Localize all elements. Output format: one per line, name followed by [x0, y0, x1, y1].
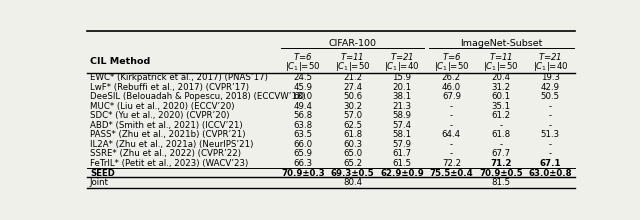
Text: -: -: [548, 102, 552, 111]
Text: 21.3: 21.3: [392, 102, 412, 111]
Text: -: -: [548, 111, 552, 120]
Text: $|C_1|$=40: $|C_1|$=40: [384, 60, 420, 73]
Text: $T$=6: $T$=6: [293, 51, 313, 62]
Text: 63.5: 63.5: [294, 130, 313, 139]
Text: $|C_1|$=50: $|C_1|$=50: [434, 60, 469, 73]
Text: 45.9: 45.9: [294, 83, 312, 92]
Text: 57.0: 57.0: [343, 111, 362, 120]
Text: $T$=11: $T$=11: [489, 51, 513, 62]
Text: 60.1: 60.1: [492, 92, 511, 101]
Text: 65.0: 65.0: [343, 149, 362, 158]
Text: -: -: [499, 121, 502, 130]
Text: EWC* (Kirkpatrick et al., 2017) (PNAS’17): EWC* (Kirkpatrick et al., 2017) (PNAS’17…: [90, 73, 268, 82]
Text: 67.9: 67.9: [442, 92, 461, 101]
Text: 61.8: 61.8: [492, 130, 511, 139]
Text: IL2A* (Zhu et al., 2021a) (NeurIPS’21): IL2A* (Zhu et al., 2021a) (NeurIPS’21): [90, 140, 253, 149]
Text: $|C_1|$=50: $|C_1|$=50: [335, 60, 371, 73]
Text: 30.2: 30.2: [343, 102, 362, 111]
Text: LwF* (Rebuffi et al., 2017) (CVPR’17): LwF* (Rebuffi et al., 2017) (CVPR’17): [90, 83, 249, 92]
Text: 80.4: 80.4: [343, 178, 362, 187]
Text: 70.9±0.5: 70.9±0.5: [479, 169, 523, 178]
Text: 27.4: 27.4: [343, 83, 362, 92]
Text: 64.4: 64.4: [442, 130, 461, 139]
Text: PASS* (Zhu et al., 2021b) (CVPR’21): PASS* (Zhu et al., 2021b) (CVPR’21): [90, 130, 245, 139]
Text: $T$=11: $T$=11: [340, 51, 365, 62]
Text: -: -: [450, 121, 453, 130]
Text: 63.8: 63.8: [294, 121, 313, 130]
Text: -: -: [548, 140, 552, 149]
Text: 62.5: 62.5: [343, 121, 362, 130]
Text: -: -: [450, 102, 453, 111]
Text: 49.4: 49.4: [294, 102, 312, 111]
Text: 70.9±0.3: 70.9±0.3: [281, 169, 325, 178]
Text: 20.1: 20.1: [392, 83, 412, 92]
Text: SSRE* (Zhu et al., 2022) (CVPR’22): SSRE* (Zhu et al., 2022) (CVPR’22): [90, 149, 241, 158]
Text: 72.2: 72.2: [442, 159, 461, 168]
Text: $T$=21: $T$=21: [538, 51, 563, 62]
Text: 67.7: 67.7: [492, 149, 511, 158]
Text: -: -: [450, 140, 453, 149]
Text: 71.2: 71.2: [490, 159, 511, 168]
Text: 46.0: 46.0: [442, 83, 461, 92]
Text: -: -: [450, 149, 453, 158]
Text: 21.2: 21.2: [343, 73, 362, 82]
Text: 61.5: 61.5: [392, 159, 412, 168]
Text: 62.9±0.9: 62.9±0.9: [380, 169, 424, 178]
Text: 66.3: 66.3: [294, 159, 313, 168]
Text: 58.1: 58.1: [392, 130, 412, 139]
Text: -: -: [450, 111, 453, 120]
Text: 15.9: 15.9: [392, 73, 412, 82]
Text: 24.5: 24.5: [294, 73, 313, 82]
Text: 75.5±0.4: 75.5±0.4: [429, 169, 474, 178]
Text: CIFAR-100: CIFAR-100: [328, 39, 376, 48]
Text: 51.3: 51.3: [541, 130, 560, 139]
Text: -: -: [548, 149, 552, 158]
Text: 63.0±0.8: 63.0±0.8: [529, 169, 572, 178]
Text: -: -: [548, 121, 552, 130]
Text: ImageNet-Subset: ImageNet-Subset: [460, 39, 542, 48]
Text: 61.7: 61.7: [392, 149, 412, 158]
Text: 60.0: 60.0: [294, 92, 313, 101]
Text: 67.1: 67.1: [540, 159, 561, 168]
Text: 69.3±0.5: 69.3±0.5: [331, 169, 374, 178]
Text: 66.0: 66.0: [294, 140, 313, 149]
Text: 57.4: 57.4: [392, 121, 412, 130]
Text: 65.2: 65.2: [343, 159, 362, 168]
Text: $|C_1|$=40: $|C_1|$=40: [532, 60, 568, 73]
Text: 65.9: 65.9: [294, 149, 312, 158]
Text: 56.8: 56.8: [294, 111, 313, 120]
Text: $|C_1|$=50: $|C_1|$=50: [483, 60, 518, 73]
Text: FeTrIL* (Petit et al., 2023) (WACV’23): FeTrIL* (Petit et al., 2023) (WACV’23): [90, 159, 248, 168]
Text: DeeSIL (Belouadah & Popescu, 2018) (ECCVW’18): DeeSIL (Belouadah & Popescu, 2018) (ECCV…: [90, 92, 306, 101]
Text: ABD* (Smith et al., 2021) (ICCV’21): ABD* (Smith et al., 2021) (ICCV’21): [90, 121, 243, 130]
Text: 50.6: 50.6: [343, 92, 362, 101]
Text: 38.1: 38.1: [392, 92, 412, 101]
Text: 60.3: 60.3: [343, 140, 362, 149]
Text: $T$=6: $T$=6: [442, 51, 461, 62]
Text: SEED: SEED: [90, 169, 115, 178]
Text: 61.2: 61.2: [492, 111, 511, 120]
Text: $T$=21: $T$=21: [390, 51, 414, 62]
Text: 42.9: 42.9: [541, 83, 560, 92]
Text: 20.4: 20.4: [492, 73, 511, 82]
Text: $|C_1|$=50: $|C_1|$=50: [285, 60, 321, 73]
Text: 61.8: 61.8: [343, 130, 362, 139]
Text: 31.2: 31.2: [492, 83, 511, 92]
Text: -: -: [499, 140, 502, 149]
Text: Joint: Joint: [90, 178, 109, 187]
Text: 26.2: 26.2: [442, 73, 461, 82]
Text: 57.9: 57.9: [392, 140, 412, 149]
Text: CIL Method: CIL Method: [90, 57, 150, 66]
Text: 50.5: 50.5: [541, 92, 560, 101]
Text: 35.1: 35.1: [492, 102, 511, 111]
Text: 19.3: 19.3: [541, 73, 560, 82]
Text: MUC* (Liu et al., 2020) (ECCV’20): MUC* (Liu et al., 2020) (ECCV’20): [90, 102, 234, 111]
Text: 81.5: 81.5: [492, 178, 511, 187]
Text: 58.9: 58.9: [392, 111, 412, 120]
Text: SDC* (Yu et al., 2020) (CVPR’20): SDC* (Yu et al., 2020) (CVPR’20): [90, 111, 229, 120]
